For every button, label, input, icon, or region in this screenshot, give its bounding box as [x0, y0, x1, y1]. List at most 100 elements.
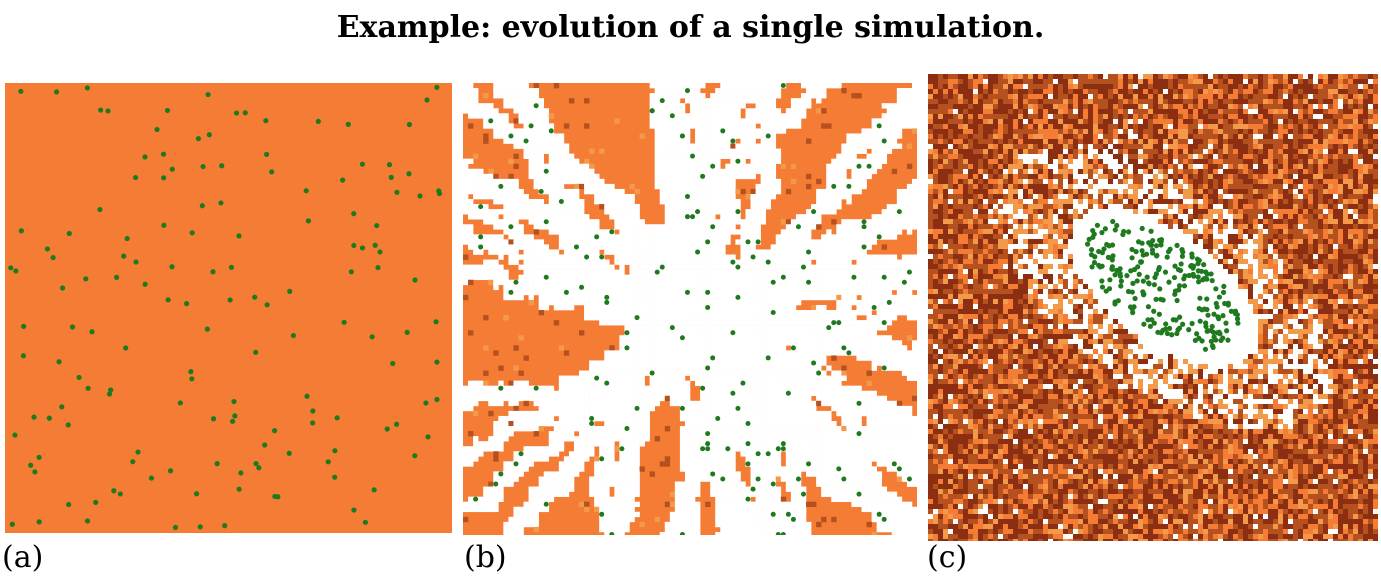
agent-dot: [513, 461, 519, 467]
agent-dot: [1221, 283, 1227, 289]
agent-dot: [1209, 343, 1216, 349]
agent-dot: [1139, 225, 1145, 232]
agent-dot: [498, 385, 504, 391]
agent-dot: [1139, 248, 1145, 254]
agent-dot: [1143, 251, 1150, 257]
agent-dot: [1134, 278, 1140, 284]
agent-dot: [1198, 268, 1205, 274]
agent-dot: [886, 299, 892, 305]
agent-dot: [32, 469, 38, 475]
agent-dot: [332, 448, 338, 454]
agent-dot: [1112, 227, 1118, 233]
agent-dot: [574, 244, 579, 250]
agent-dot: [659, 264, 665, 270]
agent-dot: [836, 320, 842, 326]
agent-dot: [85, 385, 91, 391]
agent-dot: [806, 249, 812, 255]
agent-dot: [169, 166, 175, 172]
agent-dot: [1094, 222, 1100, 228]
agent-dot: [1177, 314, 1183, 320]
agent-dot: [1109, 264, 1115, 270]
agent-dot: [205, 91, 211, 98]
agent-dot: [1224, 328, 1230, 334]
agent-dot: [130, 459, 136, 465]
agent-dot: [172, 524, 179, 530]
agent-dot: [1209, 323, 1215, 330]
agent-dot: [1154, 252, 1160, 259]
agent-dot: [232, 413, 238, 419]
agent-dot: [684, 194, 690, 199]
agent-dot: [700, 173, 706, 179]
agent-dot: [881, 365, 887, 371]
agent-dot: [1125, 229, 1132, 235]
agent-dot: [679, 531, 685, 535]
agent-dot: [745, 461, 751, 467]
agent-dot: [305, 218, 312, 224]
agent-dot: [856, 431, 862, 437]
agent-dot: [1211, 311, 1217, 317]
agent-dot: [18, 88, 24, 94]
agent-dot: [508, 224, 514, 230]
agent-dot: [710, 355, 716, 361]
agent-dot: [111, 488, 117, 494]
agent-dot: [881, 274, 887, 280]
agent-dot: [233, 110, 240, 116]
agent-dot: [142, 154, 148, 160]
agent-dot: [1153, 271, 1159, 277]
agent-dot: [1149, 317, 1155, 323]
agent-dot: [135, 449, 141, 455]
agent-dot: [1106, 243, 1112, 249]
agent-dot: [543, 274, 549, 280]
agent-dot: [715, 415, 721, 421]
agent-dot: [1092, 254, 1098, 260]
agent-dot: [1208, 327, 1214, 334]
agent-dot: [735, 209, 741, 215]
agent-dot: [735, 405, 741, 411]
agent-dot: [589, 421, 595, 426]
agent-dot: [69, 324, 76, 330]
agent-dot: [1117, 273, 1124, 279]
agent-dot: [1220, 313, 1226, 319]
agent-dot: [1197, 318, 1203, 324]
agent-dot: [210, 416, 217, 422]
agent-dot: [1156, 311, 1162, 317]
agent-dot: [231, 398, 237, 405]
agent-dot: [44, 246, 51, 252]
agent-dot: [1205, 312, 1211, 318]
agent-dot: [161, 175, 167, 181]
agent-dot: [1102, 226, 1108, 232]
agent-dot: [332, 474, 338, 480]
agent-dot: [1157, 286, 1163, 292]
agent-dot: [1216, 294, 1223, 300]
agent-dot: [811, 360, 817, 366]
agent-dot: [861, 244, 867, 250]
agent-dot: [1172, 291, 1178, 297]
agent-dot: [1176, 283, 1183, 289]
agent-dot: [871, 304, 877, 310]
agent-dot: [218, 200, 224, 206]
agent-dot: [1228, 308, 1234, 314]
agent-dot: [1182, 273, 1188, 279]
agent-dot: [154, 126, 160, 133]
panel-c-label: (c): [927, 540, 968, 575]
agent-dot: [695, 249, 701, 255]
agent-dot: [735, 264, 741, 270]
agent-dot: [841, 476, 847, 482]
agent-dot: [89, 329, 95, 335]
agent-dot: [906, 269, 912, 275]
agent-dot: [59, 285, 66, 291]
agent-dot: [1148, 242, 1154, 248]
agent-dot: [1103, 288, 1109, 294]
agent-dot: [1172, 263, 1178, 269]
agent-dot: [1174, 297, 1180, 304]
agent-dot: [770, 310, 776, 316]
agent-dot: [1155, 329, 1161, 335]
agent-dot: [372, 242, 378, 248]
agent-dot: [359, 245, 366, 251]
agent-dot: [579, 284, 585, 290]
agent-dot: [310, 420, 316, 426]
agent-dot: [780, 441, 786, 447]
agent-dot: [488, 118, 494, 124]
agent-dot: [1189, 320, 1195, 327]
agent-dot: [214, 461, 220, 467]
